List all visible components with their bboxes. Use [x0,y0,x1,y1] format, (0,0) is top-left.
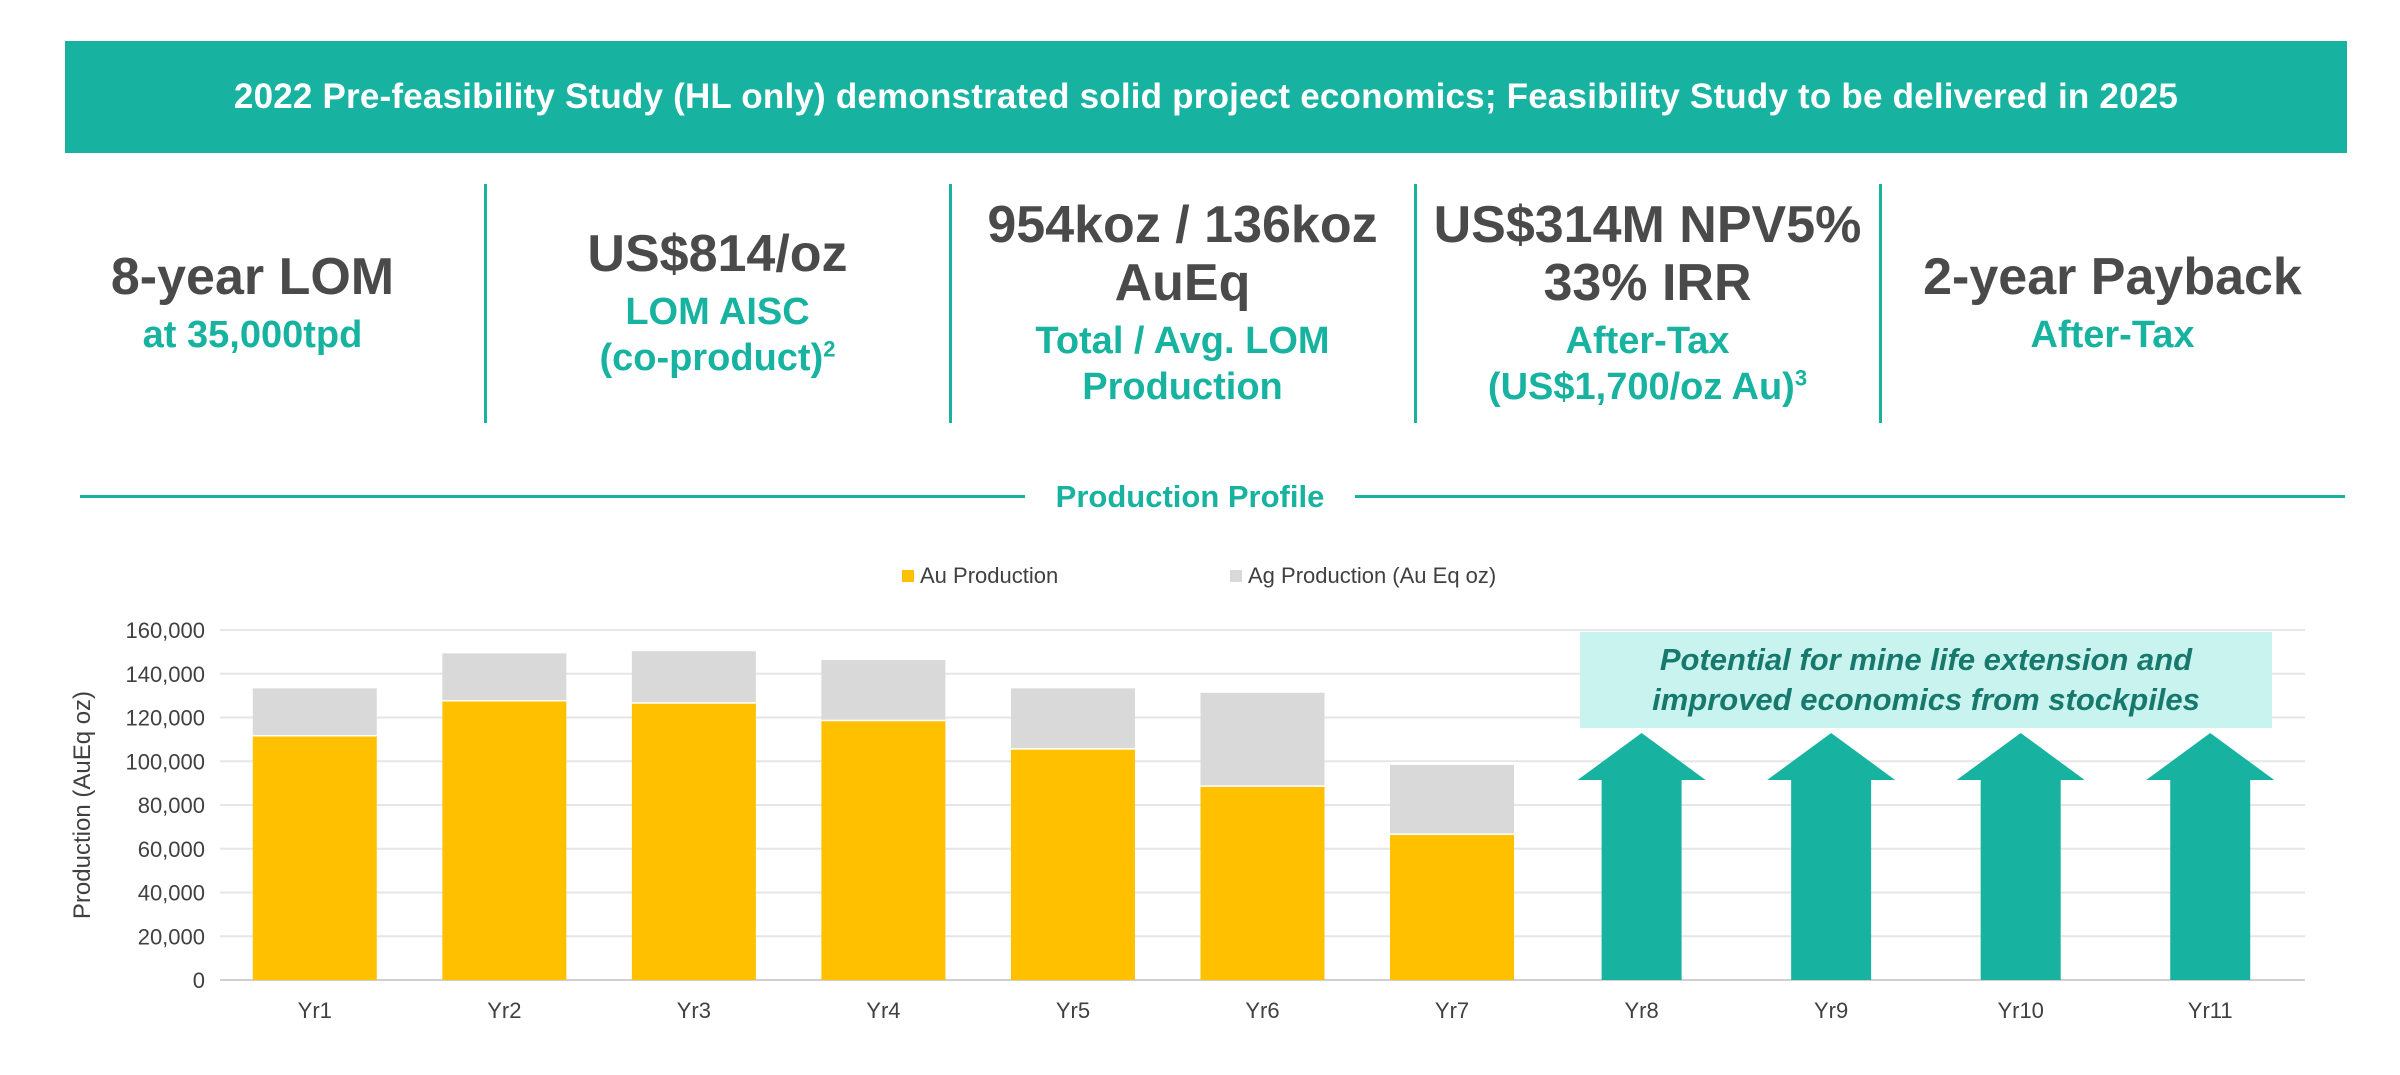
y-tick-label: 140,000 [125,662,205,687]
metric-value-line: AuEq [1114,254,1251,312]
up-arrow-icon [1577,733,1706,980]
metric-value-line: US$314M NPV5% [1433,196,1862,254]
bar-segment [631,702,756,980]
bar-segment [1390,833,1515,980]
x-tick-label: Yr9 [1814,998,1848,1023]
metrics-row: 8-year LOM at 35,000tpd US$814/oz LOM AI… [0,183,2400,423]
metric-caption: at 35,000tpd [142,314,363,356]
footnote-marker: 2 [823,336,836,362]
metric-divider [484,184,487,423]
callout-line: improved economics from stockpiles [1652,682,2200,717]
x-tick-label: Yr10 [1997,998,2043,1023]
bar-segment [821,719,946,980]
metric-production: 954koz / 136koz AuEq Total / Avg. LOM Pr… [950,183,1415,423]
section-title: Production Profile [1055,479,1325,514]
x-tick-label: Yr8 [1624,998,1658,1023]
x-tick-label: Yr4 [866,998,900,1023]
y-tick-label: 160,000 [125,618,205,643]
bar-segment [442,700,567,980]
production-chart: 0 20,000 40,000 60,000 80,000 100,000 120,000 1… [69,563,2305,1023]
up-arrow-icon [1956,733,2085,980]
legend-swatch [902,570,914,582]
metric-caption-line: Total / Avg. LOM [1035,320,1330,362]
metric-caption-line: (co-product) [599,337,824,379]
y-tick-label: 60,000 [138,837,205,862]
header-banner: 2022 Pre-feasibility Study (HL only) dem… [65,41,2347,153]
bar-segment [442,651,567,700]
x-tick-label: Yr2 [487,998,521,1023]
metric-caption: LOM AISC (co-product)2 [600,289,836,381]
bar-segment [1200,691,1325,786]
x-tick-label: Yr1 [298,998,332,1023]
x-tick-label: Yr3 [677,998,711,1023]
y-tick-label: 0 [193,968,205,993]
bar-segment [252,686,377,735]
up-arrow-icon [2146,733,2275,980]
metric-divider [949,184,952,423]
bar-segment [1200,785,1325,980]
y-axis-title: Production (AuEq oz) [69,691,96,919]
bar-segment [821,658,946,720]
metric-value: US$314M NPV5% 33% IRR [1434,196,1862,312]
y-tick-label: 120,000 [125,706,205,731]
metric-caption-line: After-Tax [1565,320,1730,362]
metric-aisc: US$814/oz LOM AISC (co-product)2 [485,183,950,423]
up-arrow-icon [1767,733,1896,980]
metric-value-line: 33% IRR [1543,254,1752,312]
metric-value: 8-year LOM [110,248,395,306]
metric-divider [1414,184,1417,423]
metric-caption: After-Tax (US$1,700/oz Au)3 [1488,318,1807,410]
metric-caption-line: Production [1082,366,1283,408]
y-tick-label: 80,000 [138,793,205,818]
bar-segment [252,735,377,980]
metric-caption: Total / Avg. LOM Production [1035,318,1329,410]
metric-npv: US$314M NPV5% 33% IRR After-Tax (US$1,70… [1415,183,1880,423]
metric-value: 954koz / 136koz AuEq [987,196,1377,312]
metric-payback: 2-year Payback After-Tax [1880,183,2345,423]
x-tick-label: Yr11 [2188,998,2233,1023]
x-tick-label: Yr7 [1435,998,1469,1023]
x-tick-label: Yr6 [1245,998,1279,1023]
bar-segment [631,649,756,703]
y-tick-label: 20,000 [138,924,205,949]
callout-box: Potential for mine life extension and im… [1580,632,2272,728]
callout-line: Potential for mine life extension and [1659,642,2193,677]
section-rule-right [1355,495,2345,498]
metric-value: 2-year Payback [1923,248,2302,306]
bar-segment [1010,748,1135,980]
metric-caption: After-Tax [2030,314,2195,356]
metric-caption-line: LOM AISC [625,291,810,333]
y-tick-label: 40,000 [138,881,205,906]
x-tick-label: Yr5 [1056,998,1090,1023]
legend-label: Ag Production (Au Eq oz) [1248,563,1496,588]
footnote-marker: 3 [1794,365,1808,391]
legend-label: Au Production [920,563,1058,588]
metric-caption-line: (US$1,700/oz Au) [1487,366,1795,408]
bar-segment [1010,686,1135,749]
metric-value: US$814/oz [587,225,848,283]
y-tick-label: 100,000 [125,749,205,774]
metric-divider [1879,184,1882,423]
section-rule-left [80,495,1025,498]
bar-segment [1390,763,1515,834]
metric-value-line: 954koz / 136koz [987,196,1378,254]
metric-lom: 8-year LOM at 35,000tpd [20,183,485,423]
legend-swatch [1230,570,1242,582]
